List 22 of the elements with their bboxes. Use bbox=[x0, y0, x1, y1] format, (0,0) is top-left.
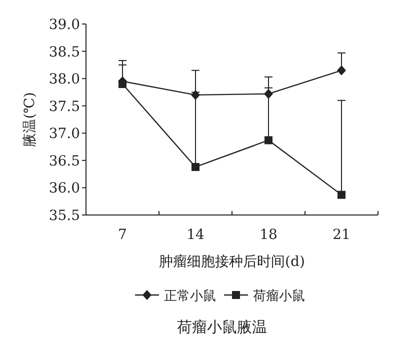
x-tick-label: 21 bbox=[332, 227, 350, 243]
text: 荷瘤小鼠腋温 bbox=[177, 318, 267, 336]
y-tick-label: 38.0 bbox=[48, 72, 80, 88]
point bbox=[264, 136, 272, 144]
point bbox=[337, 65, 346, 76]
y-tick-label: 36.0 bbox=[48, 180, 80, 197]
legend-label: 正常小鼠 bbox=[164, 289, 216, 304]
point bbox=[192, 162, 200, 171]
x-tick-label: 18 bbox=[260, 227, 278, 243]
y-tick-label: 36.5 bbox=[48, 153, 80, 170]
y-tick-label: 37.0 bbox=[48, 126, 80, 142]
point bbox=[118, 80, 126, 88]
x-tick-label: 14 bbox=[186, 227, 204, 243]
y-tick-label: 38.5 bbox=[48, 44, 80, 60]
x-axis-title: 肿瘤细胞接种后时间(d) bbox=[159, 254, 305, 270]
x-tick-label: 7 bbox=[118, 227, 127, 243]
legend-label: 荷瘤小鼠 bbox=[253, 288, 305, 304]
point bbox=[338, 190, 346, 199]
y-tick-label: 37.5 bbox=[48, 98, 80, 115]
y-tick-label: 39.0 bbox=[48, 17, 80, 33]
y-axis-title: 腋温(℃) bbox=[22, 92, 38, 147]
y-tick-label: 35.5 bbox=[48, 208, 80, 224]
